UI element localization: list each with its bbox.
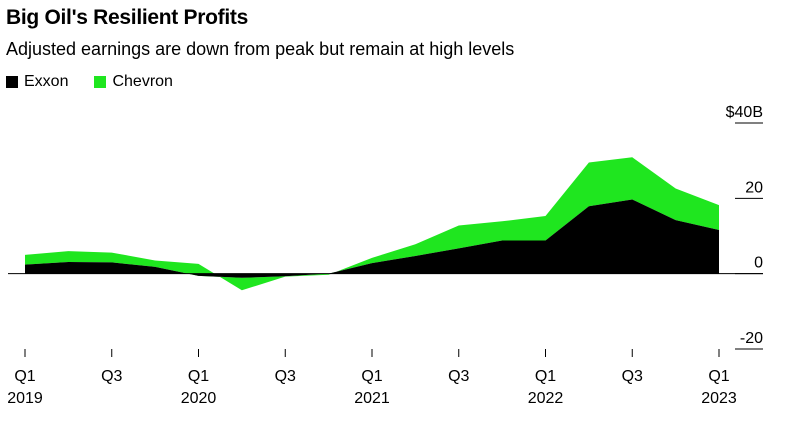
x-tick-label-Q1-4: Q1: [188, 368, 209, 385]
x-tick-year-2021: 2021: [354, 390, 390, 407]
y-tick-label-40: $40B: [726, 104, 763, 121]
area-layer: [25, 157, 719, 291]
legend-swatch-chevron: [94, 76, 107, 88]
chart-subtitle: Adjusted earnings are down from peak but…: [6, 39, 515, 59]
x-tick-label-Q3-6: Q3: [275, 368, 296, 385]
legend-item-chevron: Chevron: [94, 73, 173, 91]
legend-item-exxon: Exxon: [6, 73, 68, 91]
x-tick-label-Q3-10: Q3: [448, 368, 469, 385]
x-tick-label-Q1-12: Q1: [535, 368, 556, 385]
x-tick-year-2019: 2019: [7, 390, 43, 407]
x-tick-year-2020: 2020: [181, 390, 217, 407]
x-tick-label-Q3-2: Q3: [101, 368, 122, 385]
legend-swatch-exxon: [6, 76, 18, 88]
legend-label-chevron: Chevron: [112, 73, 173, 90]
x-tick-label-Q1-16: Q1: [708, 368, 729, 385]
legend-label-exxon: Exxon: [24, 73, 69, 90]
x-tick-year-2022: 2022: [528, 390, 564, 407]
legend: Exxon Chevron: [6, 73, 173, 91]
x-axis: Q1 2019 Q3 Q1 2020 Q3 Q1 2021 Q3 Q1 2022 Q3 Q1 2023: [7, 349, 737, 407]
y-tick-label-20: 20: [745, 179, 763, 196]
x-tick-label-Q1-8: Q1: [361, 368, 382, 385]
x-tick-label-Q1-0: Q1: [14, 368, 35, 385]
x-tick-label-Q3-14: Q3: [622, 368, 643, 385]
y-axis: $40B 20 0 -20: [8, 104, 763, 350]
x-tick-year-2023: 2023: [701, 390, 737, 407]
chart-title: Big Oil's Resilient Profits: [6, 6, 248, 29]
y-tick-label-0: 0: [754, 255, 763, 272]
series-area-exxon: [25, 199, 719, 278]
series-area-chevron: [25, 157, 719, 291]
y-tick-label--20: -20: [740, 330, 763, 347]
